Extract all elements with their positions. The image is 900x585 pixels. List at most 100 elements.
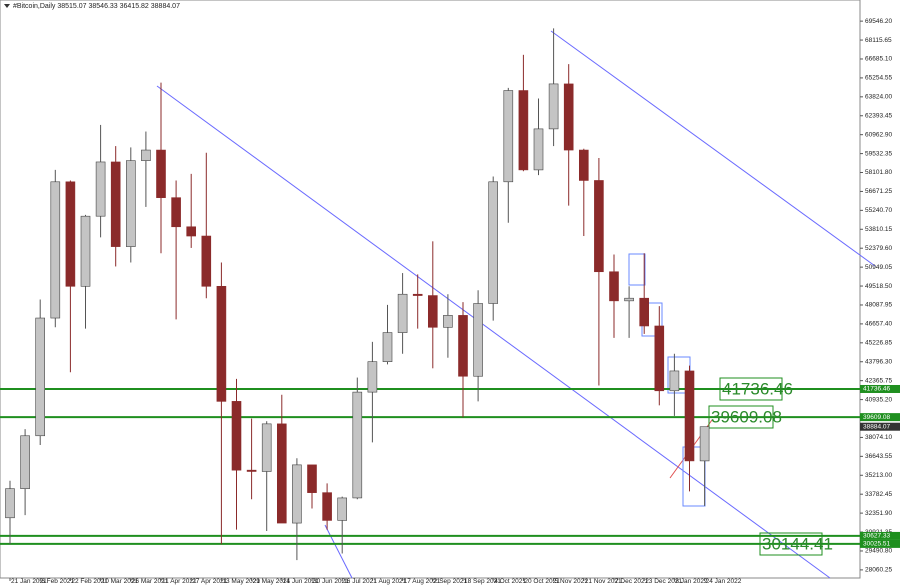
annotation: 39609.08 [711, 407, 782, 426]
candle-body [337, 497, 348, 521]
x-tick-label: 17 Aug 2021 [404, 578, 441, 585]
candle-body [397, 293, 408, 333]
candle-body [473, 303, 483, 377]
y-tick-label: 69546.20 [865, 18, 892, 25]
candle-body [261, 423, 272, 472]
candle-body [458, 315, 468, 377]
y-tick-label: 56671.25 [865, 188, 892, 195]
y-tick-label: 36643.55 [865, 453, 892, 460]
level-tag [860, 531, 900, 540]
x-tick-label: 10 Mar 2021 [102, 578, 139, 585]
candle-body [307, 464, 317, 493]
x-tick-label: 29 May 2021 [253, 578, 291, 585]
x-tick-label: 27 Apr 2021 [192, 578, 227, 585]
x-tick-label: 1 Aug 2021 [373, 578, 406, 585]
x-tick-label: 8 Jan 2022 [675, 578, 708, 585]
candle-body [699, 426, 710, 462]
x-tick-label: 23 Dec 2021 [645, 578, 682, 585]
level-tag [860, 384, 900, 393]
candle-body [352, 391, 363, 499]
annotation-box [708, 405, 774, 429]
highlight-box [628, 253, 646, 286]
candle-body [126, 160, 136, 247]
candle-body [231, 401, 242, 471]
x-tick-label: 20 Oct 2021 [524, 578, 560, 585]
plot-frame [0, 0, 861, 579]
y-tick-label: 58101.80 [865, 169, 892, 176]
y-tick-label: 32351.90 [865, 510, 892, 517]
candle-body [141, 149, 151, 161]
chart-title: #Bitcoin,Daily 38515.07 38546.33 36415.8… [13, 3, 180, 10]
candle-body [533, 128, 544, 171]
y-tick-label: 35213.00 [865, 472, 892, 479]
candle-body [639, 297, 650, 327]
x-tick-label: 13 May 2021 [222, 578, 260, 585]
trend-line [156, 85, 831, 579]
candle-body [594, 180, 604, 273]
x-tick-label: 26 Mar 2021 [132, 578, 169, 585]
candle-body [95, 161, 106, 217]
candle-body [503, 90, 514, 183]
x-tick-label: 4 Oct 2021 [494, 578, 526, 585]
y-tick-label: 62393.45 [865, 112, 892, 119]
x-tick-label: 30 Jun 2021 [313, 578, 349, 585]
annotation-box [759, 532, 823, 556]
y-tick-label: 46657.40 [865, 321, 892, 328]
candle-body [35, 317, 46, 437]
y-tick-label: 33782.45 [865, 491, 892, 498]
candle-body [292, 464, 302, 524]
x-tick-label: 18 Sep 2021 [464, 578, 501, 585]
candle-body [201, 235, 212, 287]
y-tick-label: 63824.00 [865, 94, 892, 101]
candle-body [80, 215, 91, 287]
y-tick-label: 28060.25 [865, 567, 892, 574]
candle-body [65, 181, 76, 287]
annotation-box [719, 377, 783, 401]
candle-body [20, 435, 30, 489]
y-tick-label: 42365.75 [865, 377, 892, 384]
candle-body [412, 293, 423, 296]
level-label: 30627.33 [863, 533, 890, 540]
price-tag [860, 422, 900, 431]
candle-body [548, 83, 559, 130]
x-tick-label: 14 Jun 2021 [283, 578, 319, 585]
candle-body [246, 469, 257, 472]
y-tick-label: 40935.20 [865, 396, 892, 403]
candle-body [156, 149, 166, 198]
y-tick-label: 29490.80 [865, 548, 892, 555]
x-tick-label: 16 Jul 2021 [343, 578, 377, 585]
y-tick-label: 52379.60 [865, 245, 892, 252]
candle-body [322, 492, 332, 521]
y-tick-label: 53810.15 [865, 226, 892, 233]
y-tick-label: 68115.65 [865, 37, 892, 44]
y-tick-label: 45226.85 [865, 340, 892, 347]
candle-body [488, 181, 499, 304]
candle-body [171, 197, 181, 228]
candle-body [382, 332, 393, 362]
y-tick-label: 43796.30 [865, 358, 892, 365]
level-label: 30025.51 [863, 541, 890, 548]
y-tick-label: 60962.90 [865, 131, 892, 138]
candle-body [216, 285, 227, 402]
level-tag [860, 539, 900, 548]
annotation: 41736.46 [722, 379, 793, 398]
x-tick-label: 2 Sep 2021 [434, 578, 468, 585]
candle-body [186, 226, 196, 237]
y-tick-label: 66685.10 [865, 56, 892, 63]
candle-body [276, 423, 287, 524]
candle-body [669, 370, 680, 392]
y-tick-label: 65254.55 [865, 75, 892, 82]
candle-body [518, 90, 529, 171]
y-tick-label: 49518.50 [865, 283, 892, 290]
level-label: 41736.46 [863, 386, 890, 393]
candle-body [427, 295, 438, 328]
candle-body [578, 149, 589, 181]
x-tick-label: 7 Dec 2021 [615, 578, 649, 585]
candle-body [684, 370, 695, 462]
candle-body [624, 297, 634, 302]
x-tick-label: 21 Nov 2021 [585, 578, 622, 585]
menu-arrow[interactable] [4, 4, 10, 8]
trend-line [324, 524, 353, 579]
